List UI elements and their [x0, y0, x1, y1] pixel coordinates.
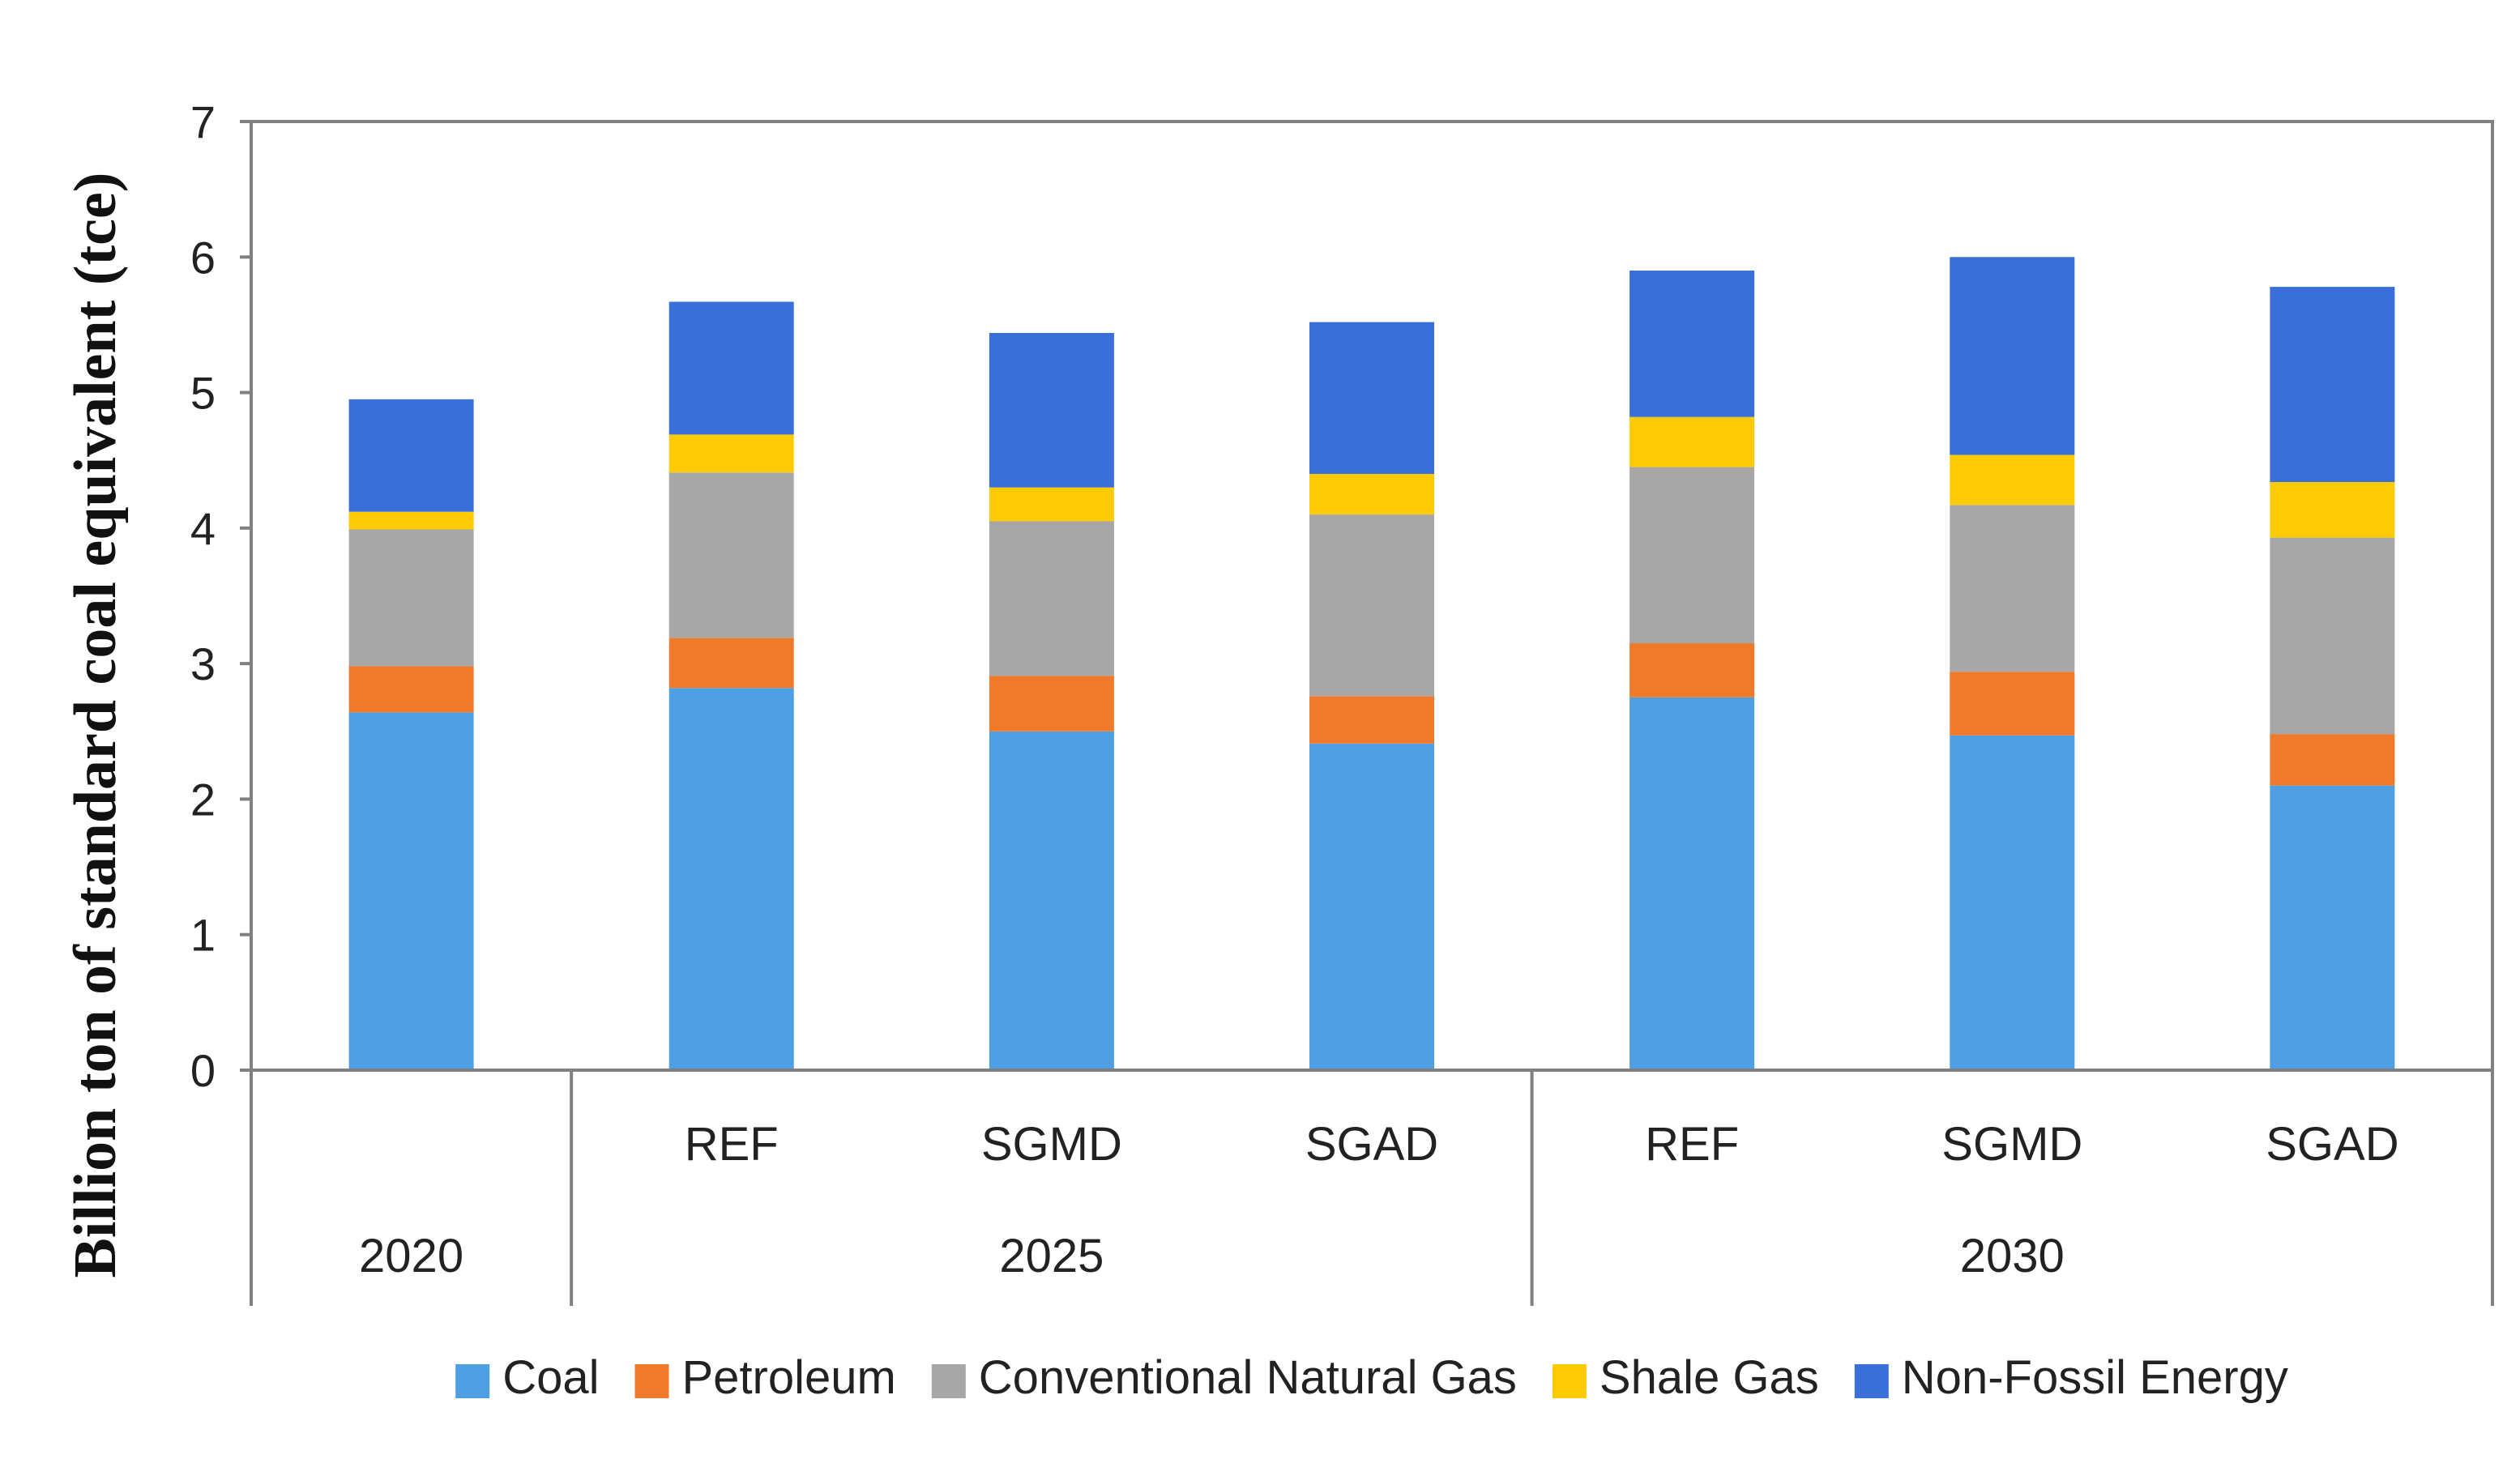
bar-segment-coal-6 — [1950, 735, 2075, 1070]
bar-segment-shale-gas-5 — [1629, 416, 1755, 467]
legend-item-conventional-natural-gas: Conventional Natural Gas — [931, 1351, 1517, 1404]
bar-segment-petroleum-5 — [1629, 643, 1755, 698]
x-category-label: SGAD — [1305, 1118, 1438, 1171]
x-group-label: 2025 — [999, 1230, 1104, 1282]
bar-segment-conventional-natural-gas-2 — [668, 472, 794, 638]
legend-swatch-conventional-natural-gas — [931, 1364, 966, 1398]
x-category-label: REF — [685, 1118, 779, 1171]
bar-segment-conventional-natural-gas-1 — [348, 529, 474, 667]
bar-segment-shale-gas-4 — [1309, 473, 1434, 515]
bar-segment-non-fossil-energy-7 — [2270, 287, 2395, 482]
x-group-label: 2030 — [1960, 1230, 2065, 1282]
bar-segment-petroleum-7 — [2270, 734, 2395, 786]
bar-segment-non-fossil-energy-4 — [1309, 322, 1434, 474]
legend-label-non-fossil-energy: Non-Fossil Energy — [1902, 1351, 2288, 1404]
plot-area-border — [250, 120, 2494, 1072]
bar-segment-petroleum-1 — [348, 666, 474, 713]
x-group-label: 2020 — [359, 1230, 463, 1282]
legend-swatch-coal — [455, 1364, 490, 1398]
x-category-label: SGMD — [1941, 1118, 2082, 1171]
bar-segment-conventional-natural-gas-6 — [1950, 505, 2075, 672]
bar-segment-shale-gas-7 — [2270, 482, 2395, 538]
y-tick-label: 3 — [190, 638, 216, 689]
legend-item-non-fossil-energy: Non-Fossil Energy — [1854, 1351, 2288, 1404]
y-tick-label: 6 — [190, 232, 216, 283]
bar-segment-shale-gas-2 — [668, 434, 794, 473]
legend-item-petroleum: Petroleum — [634, 1351, 896, 1404]
legend-swatch-petroleum — [634, 1364, 669, 1398]
legend-label-petroleum: Petroleum — [682, 1351, 896, 1404]
legend-swatch-non-fossil-energy — [1854, 1364, 1889, 1398]
y-tick-label: 1 — [190, 910, 216, 961]
bar-segment-shale-gas-6 — [1950, 454, 2075, 506]
bar-segment-coal-4 — [1309, 743, 1434, 1070]
legend-item-coal: Coal — [455, 1351, 599, 1404]
bar-segment-conventional-natural-gas-4 — [1309, 514, 1434, 697]
legend-swatch-shale-gas — [1552, 1364, 1587, 1398]
bar-segment-shale-gas-3 — [989, 487, 1114, 522]
bar-segment-shale-gas-1 — [348, 511, 474, 530]
x-category-label: SGMD — [981, 1118, 1122, 1171]
y-tick-label: 5 — [190, 368, 216, 419]
y-tick-label: 0 — [190, 1045, 216, 1096]
bar-segment-coal-5 — [1629, 698, 1755, 1070]
bar-segment-non-fossil-energy-2 — [668, 301, 794, 435]
y-tick-label: 2 — [190, 774, 216, 825]
bar-segment-non-fossil-energy-3 — [989, 333, 1114, 488]
bar-segment-coal-2 — [668, 688, 794, 1070]
legend-item-shale-gas: Shale Gas — [1552, 1351, 1819, 1404]
legend-label-coal: Coal — [502, 1351, 599, 1404]
bar-segment-coal-1 — [348, 712, 474, 1070]
bar-segment-non-fossil-energy-5 — [1629, 271, 1755, 417]
y-tick-label: 4 — [190, 503, 216, 554]
bar-segment-conventional-natural-gas-3 — [989, 521, 1114, 676]
x-category-label: REF — [1645, 1118, 1739, 1171]
x-category-label: SGAD — [2266, 1118, 2398, 1171]
y-tick-label: 7 — [190, 96, 216, 147]
legend-label-conventional-natural-gas: Conventional Natural Gas — [979, 1351, 1517, 1404]
bar-segment-conventional-natural-gas-5 — [1629, 467, 1755, 644]
y-axis-title: Billion ton of standard coal equivalent … — [62, 173, 129, 1278]
bar-segment-coal-3 — [989, 731, 1114, 1070]
bar-segment-non-fossil-energy-1 — [348, 399, 474, 512]
legend-label-shale-gas: Shale Gas — [1600, 1351, 1819, 1404]
bar-segment-non-fossil-energy-6 — [1950, 257, 2075, 455]
bar-segment-petroleum-6 — [1950, 672, 2075, 736]
bar-segment-petroleum-4 — [1309, 696, 1434, 744]
bar-segment-petroleum-2 — [668, 638, 794, 689]
bar-segment-coal-7 — [2270, 785, 2395, 1070]
bar-segment-conventional-natural-gas-7 — [2270, 537, 2395, 735]
bar-segment-petroleum-3 — [989, 676, 1114, 732]
